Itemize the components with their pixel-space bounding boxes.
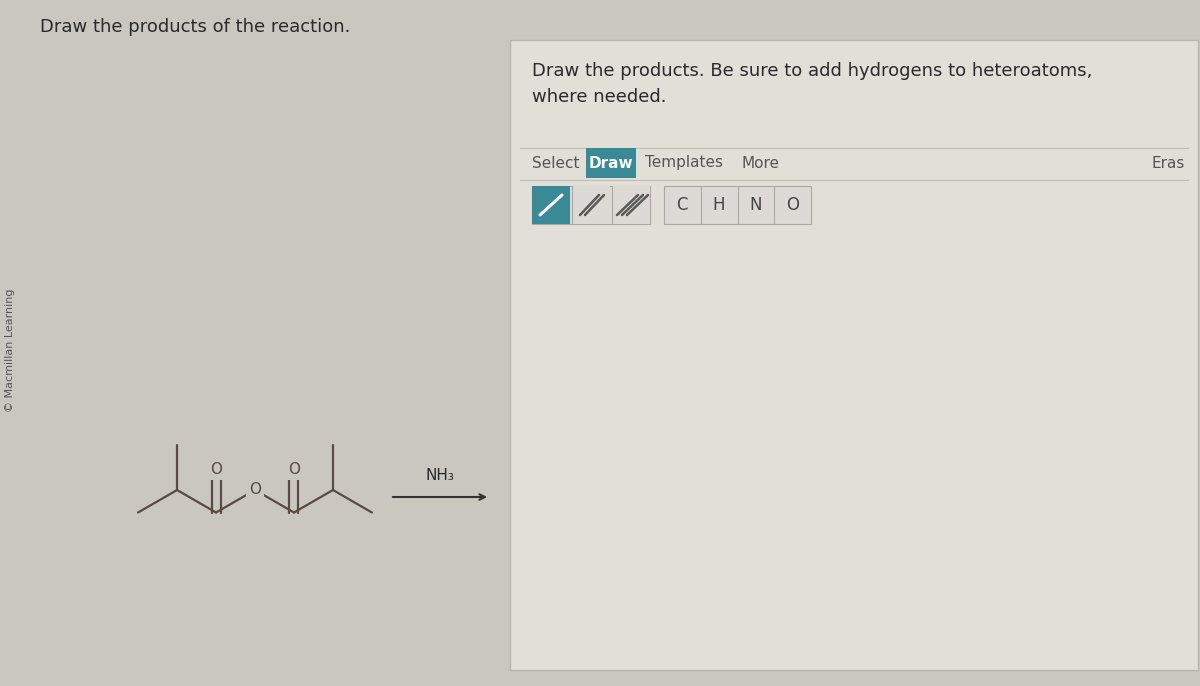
Bar (532, 186, 650, 224)
Bar (612, 186, 650, 224)
Bar (510, 40, 1198, 670)
Bar (532, 186, 570, 224)
Bar (572, 186, 610, 224)
Text: O: O (250, 482, 262, 497)
Text: Draw: Draw (589, 156, 634, 171)
Text: Draw the products. Be sure to add hydrogens to heteroatoms,
where needed.: Draw the products. Be sure to add hydrog… (532, 62, 1092, 106)
Text: O: O (786, 196, 799, 214)
Text: NH₃: NH₃ (426, 468, 455, 483)
Text: Templates: Templates (646, 156, 722, 171)
Bar (664, 186, 811, 224)
Text: Eras: Eras (1151, 156, 1184, 171)
Text: O: O (210, 462, 222, 477)
Bar (586, 148, 636, 178)
Text: © Macmillan Learning: © Macmillan Learning (5, 288, 16, 412)
Text: More: More (742, 156, 780, 171)
Text: H: H (713, 196, 725, 214)
Text: Draw the products of the reaction.: Draw the products of the reaction. (40, 18, 350, 36)
Text: N: N (749, 196, 762, 214)
Text: C: C (677, 196, 688, 214)
Text: Select: Select (533, 156, 580, 171)
Text: O: O (288, 462, 300, 477)
